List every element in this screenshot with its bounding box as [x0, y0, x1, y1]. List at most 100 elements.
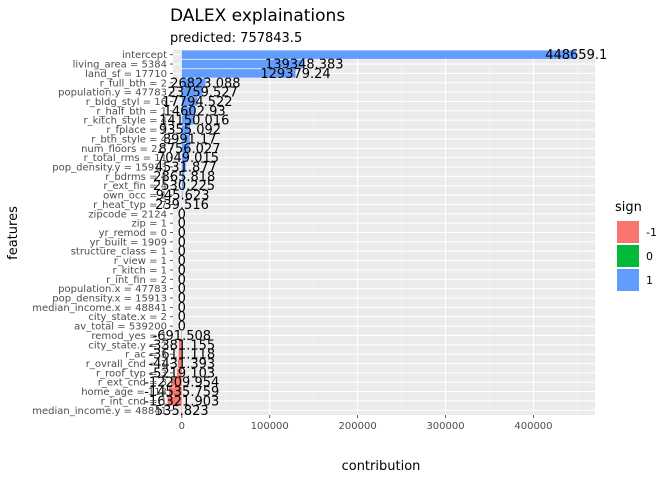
data-label: 0	[178, 245, 186, 260]
bar	[169, 387, 182, 396]
bar	[181, 87, 203, 97]
y-tick-label: city_state.y = 2	[88, 340, 167, 351]
legend-swatch	[617, 245, 639, 267]
x-tick-label: 0	[179, 421, 185, 432]
y-tick-label: population.x = 47783	[58, 284, 167, 295]
bar	[181, 153, 188, 162]
legend-label: 0	[646, 250, 653, 263]
y-tick-label: r_half_bth = 1	[96, 106, 167, 117]
data-label: -12209.954	[144, 376, 219, 391]
data-label: 0	[178, 254, 186, 269]
data-label: -3381.155	[148, 338, 215, 353]
y-tick-label: median_income.y = 48841	[32, 406, 167, 417]
data-label: 0	[178, 301, 186, 316]
y-tick-label: r_roof_typ = 3	[96, 368, 167, 379]
y-axis-title: features	[6, 206, 21, 260]
y-tick-label: r_heat_typ = 7	[93, 200, 167, 211]
y-tick-label: median_income.x = 48841	[32, 303, 167, 314]
data-label: 26823.088	[170, 76, 240, 91]
y-tick-label: r_bldg_styl = 16	[86, 97, 167, 108]
legend-label: -1	[646, 226, 657, 239]
y-tick-label: r_kitch = 1	[112, 265, 167, 276]
y-tick-label: intercept	[122, 50, 167, 61]
data-label: 0	[178, 217, 186, 232]
x-axis-title: contribution	[342, 459, 421, 474]
data-label: 14602.93	[164, 104, 226, 119]
chart-title: DALEX explainations	[170, 6, 345, 26]
y-tick-label: r_ovrall_cnd = 1	[86, 359, 167, 370]
bar	[181, 78, 206, 87]
y-tick-label: land_sf = 17710	[85, 69, 167, 80]
x-tick-label: 300000	[426, 421, 464, 432]
y-tick-label: r_total_rms = 11	[84, 153, 167, 164]
bar	[178, 340, 182, 350]
y-tick-label: r_int_fin = 2	[106, 275, 167, 286]
bar	[177, 368, 182, 378]
y-tick-label: yr_remod = 0	[99, 228, 167, 239]
y-tick-label: r_full_bth = 2	[100, 78, 167, 89]
data-label: 535.823	[155, 404, 209, 419]
bar	[181, 134, 190, 144]
y-tick-label: r_int_cnd = 1	[101, 396, 167, 407]
data-label: -14535.759	[144, 385, 219, 400]
y-tick-label: zip = 1	[132, 219, 167, 230]
bar	[181, 69, 296, 78]
bar	[181, 181, 185, 190]
y-tick-label: remod_yes = 1	[91, 331, 167, 342]
y-tick-label: r_bdrms = 4	[105, 172, 167, 183]
bar	[181, 106, 195, 116]
y-tick-label: r_view = 1	[114, 256, 167, 267]
bar	[178, 349, 182, 359]
y-tick-label: city_state.x = 2	[88, 312, 167, 323]
data-label: -16321.903	[144, 394, 219, 409]
data-label: 17794.522	[162, 95, 232, 110]
bar	[181, 331, 182, 340]
y-tick-label: r_kitch_style = 4	[83, 116, 167, 127]
y-tick-label: structure_class = 1	[71, 247, 167, 258]
bar	[167, 396, 182, 406]
bars-group	[167, 50, 577, 415]
data-label: 945.623	[156, 189, 210, 204]
data-label: 448659.1	[545, 48, 607, 63]
y-tick-label: r_ext_cnd = 3	[98, 378, 167, 389]
data-label: 139348.383	[265, 58, 344, 73]
data-label: -4431.393	[148, 357, 215, 372]
data-label: 0	[178, 310, 186, 325]
data-label: 0	[178, 235, 186, 250]
legend-swatch	[617, 269, 639, 291]
data-label: 0	[178, 320, 186, 335]
y-tick-label: yr_built = 1909	[90, 237, 167, 248]
y-tick-label: own_occ = 1	[103, 191, 167, 202]
data-label: 8756.027	[158, 142, 220, 157]
y-tick-label: pop_density.x = 15913	[52, 294, 167, 305]
data-label: 4531.877	[155, 160, 217, 175]
data-label: 129379.24	[260, 67, 330, 82]
legend-label: 1	[646, 274, 653, 287]
chart-subtitle: predicted: 757843.5	[170, 31, 302, 46]
data-label: 23759.527	[168, 86, 238, 101]
y-tick-label: r_fplace = 1	[106, 125, 167, 136]
data-label: 2530.225	[153, 179, 215, 194]
y-tick-label: av_total = 539200	[74, 322, 167, 333]
y-tick-label: r_bth_style = 4	[91, 134, 167, 145]
bar	[177, 359, 182, 368]
data-label: 14150.016	[159, 114, 229, 129]
y-tick-label: num_floors = 2.5	[81, 144, 167, 155]
y-tick-label: r_ac = 3	[125, 350, 167, 361]
y-tick-label: home_age = 113	[81, 387, 167, 398]
x-tick-label: 200000	[339, 421, 377, 432]
bar	[181, 59, 305, 69]
y-tick-label: population.y = 47783	[58, 88, 167, 99]
legend: sign -1 0 1	[615, 200, 657, 291]
y-tick-label: zipcode = 2124	[88, 209, 167, 220]
data-label: 0	[178, 273, 186, 288]
data-label: 0	[178, 292, 186, 307]
data-label: 239.516	[155, 198, 209, 213]
data-label: 2865.818	[153, 170, 215, 185]
bar	[181, 144, 190, 153]
bar	[171, 378, 182, 387]
legend-items: -1 0 1	[617, 221, 657, 291]
data-label: 0	[178, 226, 186, 241]
